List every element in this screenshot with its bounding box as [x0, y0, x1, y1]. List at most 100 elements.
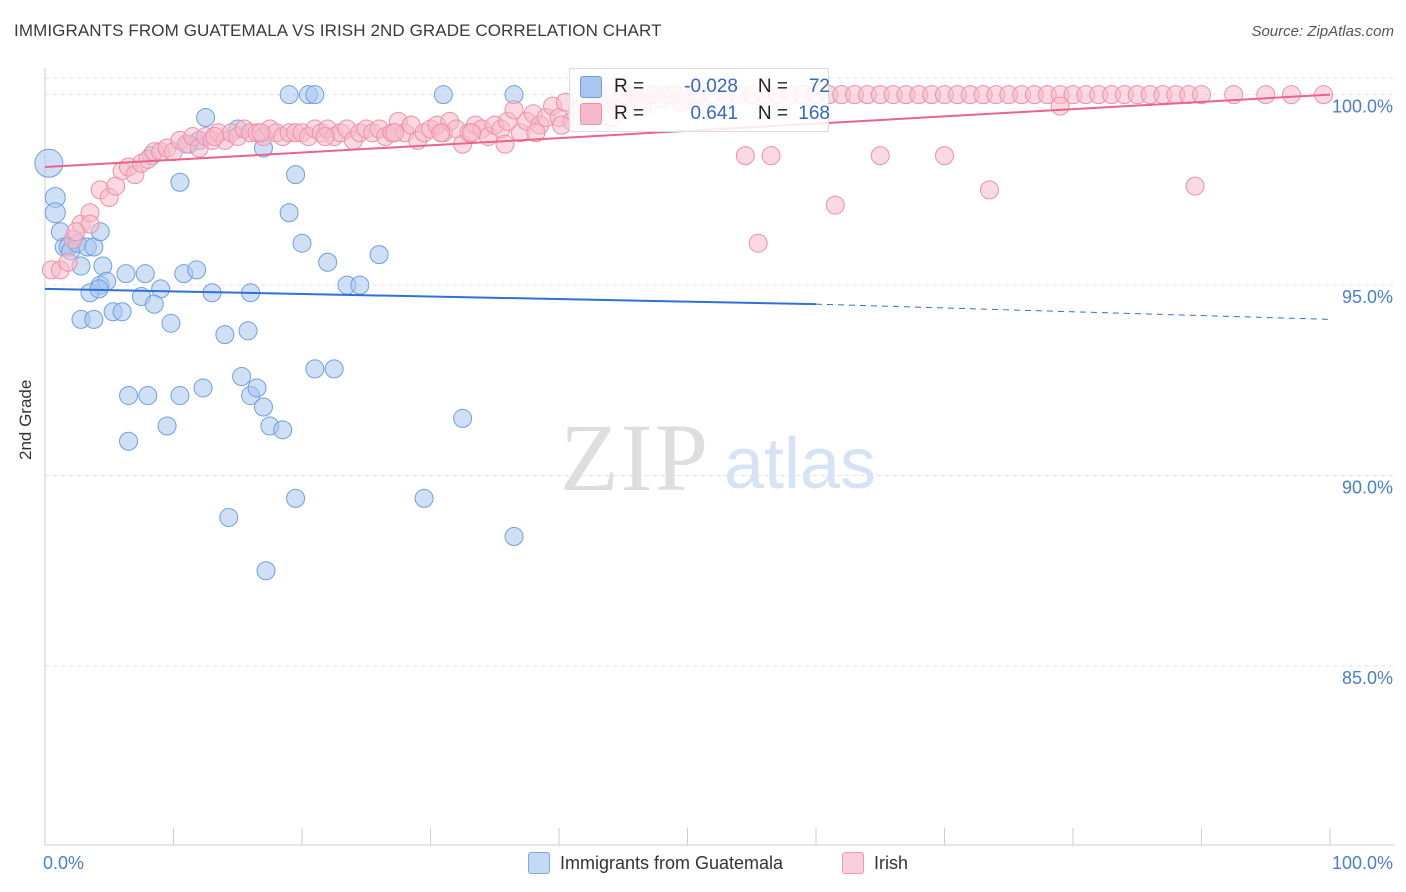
stats-n-label: N =	[757, 103, 788, 124]
data-point	[279, 203, 299, 223]
data-point	[66, 222, 86, 242]
data-point	[161, 313, 181, 333]
data-point	[238, 321, 258, 341]
data-point	[552, 115, 572, 135]
data-point	[205, 127, 225, 147]
stats-r-label: R =	[614, 76, 645, 97]
data-point	[369, 245, 389, 265]
data-point	[170, 386, 190, 406]
data-point	[215, 325, 235, 345]
data-point	[219, 507, 239, 527]
stats-box: R = -0.028 N = 72 R = 0.641 N = 168	[569, 68, 830, 132]
data-point	[315, 127, 335, 147]
data-point	[433, 85, 453, 105]
data-point	[935, 146, 954, 166]
data-point	[279, 85, 299, 105]
data-point	[761, 146, 781, 166]
data-point	[748, 233, 768, 253]
y-tick-label: 90.0%	[1342, 478, 1393, 498]
data-point	[979, 180, 999, 200]
data-point	[232, 367, 252, 387]
x-tick-label-min: 0.0%	[43, 853, 84, 873]
data-point	[495, 134, 515, 154]
stats-n-label: N =	[757, 76, 788, 97]
data-point	[112, 302, 132, 322]
legend-label-irish: Irish	[874, 852, 909, 873]
data-point	[170, 172, 190, 192]
data-point	[504, 526, 524, 546]
data-point	[44, 202, 66, 224]
data-point	[1185, 176, 1205, 196]
legend-label-guatemala: Immigrants from Guatemala	[560, 852, 784, 873]
stats-row-guatemala: R = -0.028 N = 72	[580, 75, 830, 99]
data-point	[504, 100, 524, 120]
data-point	[119, 386, 139, 406]
chart-source: Source: ZipAtlas.com	[1251, 23, 1394, 40]
data-point	[350, 275, 370, 295]
legend-swatch-blue	[528, 852, 550, 874]
y-tick-label: 95.0%	[1342, 287, 1393, 307]
data-point	[144, 294, 164, 314]
y-tick-label: 85.0%	[1342, 668, 1393, 688]
data-point	[116, 264, 136, 284]
data-point	[1256, 85, 1276, 105]
data-point	[273, 420, 293, 440]
stats-n-value: 168	[798, 103, 830, 124]
stats-swatch-pink	[580, 103, 602, 125]
watermark-atlas: atlas	[724, 424, 876, 504]
data-point	[84, 309, 104, 329]
data-point	[138, 386, 158, 406]
data-point	[251, 123, 271, 143]
data-point	[119, 431, 139, 451]
data-point	[526, 123, 546, 143]
stats-r-label: R =	[614, 103, 645, 124]
data-point	[1050, 96, 1070, 116]
data-point	[462, 123, 482, 143]
watermark-zip: ZIP	[560, 404, 710, 511]
data-point	[1192, 85, 1211, 105]
data-point	[196, 108, 216, 128]
legend: Immigrants from Guatemala Irish	[0, 852, 1406, 878]
data-point	[135, 264, 155, 284]
tick-labels: 85.0% 90.0% 95.0% 100.0% 0.0% 100.0%	[43, 97, 1393, 873]
data-point	[1281, 85, 1301, 105]
data-point	[187, 260, 207, 280]
data-point	[414, 488, 434, 508]
data-point	[324, 359, 344, 379]
data-point	[253, 397, 273, 417]
data-point	[193, 378, 213, 398]
trend-line-guatemala	[44, 287, 817, 306]
stats-row-irish: R = 0.641 N = 168	[580, 102, 830, 126]
stats-swatch-blue	[580, 76, 602, 98]
trend-line-guatemala-dashed	[815, 303, 1331, 320]
series-guatemala-points	[34, 85, 524, 581]
data-point	[34, 148, 64, 178]
data-point	[305, 359, 325, 379]
data-point	[292, 233, 312, 253]
data-point	[286, 165, 306, 185]
stats-n-value: 72	[808, 76, 830, 97]
watermark: ZIP atlas	[560, 404, 876, 511]
x-tick-label-max: 100.0%	[1332, 853, 1393, 873]
data-point	[385, 123, 405, 143]
data-point	[286, 488, 306, 508]
stats-r-value: -0.028	[684, 76, 738, 97]
legend-item-irish[interactable]: Irish	[842, 852, 908, 874]
data-point	[453, 408, 473, 428]
legend-item-guatemala[interactable]: Immigrants from Guatemala	[528, 852, 783, 874]
data-point	[431, 123, 451, 143]
stats-r-value: 0.641	[690, 103, 738, 124]
data-point	[157, 416, 177, 436]
data-point	[305, 85, 325, 105]
data-point	[247, 378, 267, 398]
data-point	[735, 146, 755, 166]
data-point	[318, 252, 338, 272]
data-point	[58, 252, 78, 272]
y-tick-label: 100.0%	[1332, 97, 1393, 117]
data-point	[870, 146, 890, 166]
data-point	[825, 195, 845, 215]
data-point	[256, 561, 276, 581]
legend-swatch-pink	[842, 852, 864, 874]
chart-title: IMMIGRANTS FROM GUATEMALA VS IRISH 2ND G…	[14, 21, 662, 40]
